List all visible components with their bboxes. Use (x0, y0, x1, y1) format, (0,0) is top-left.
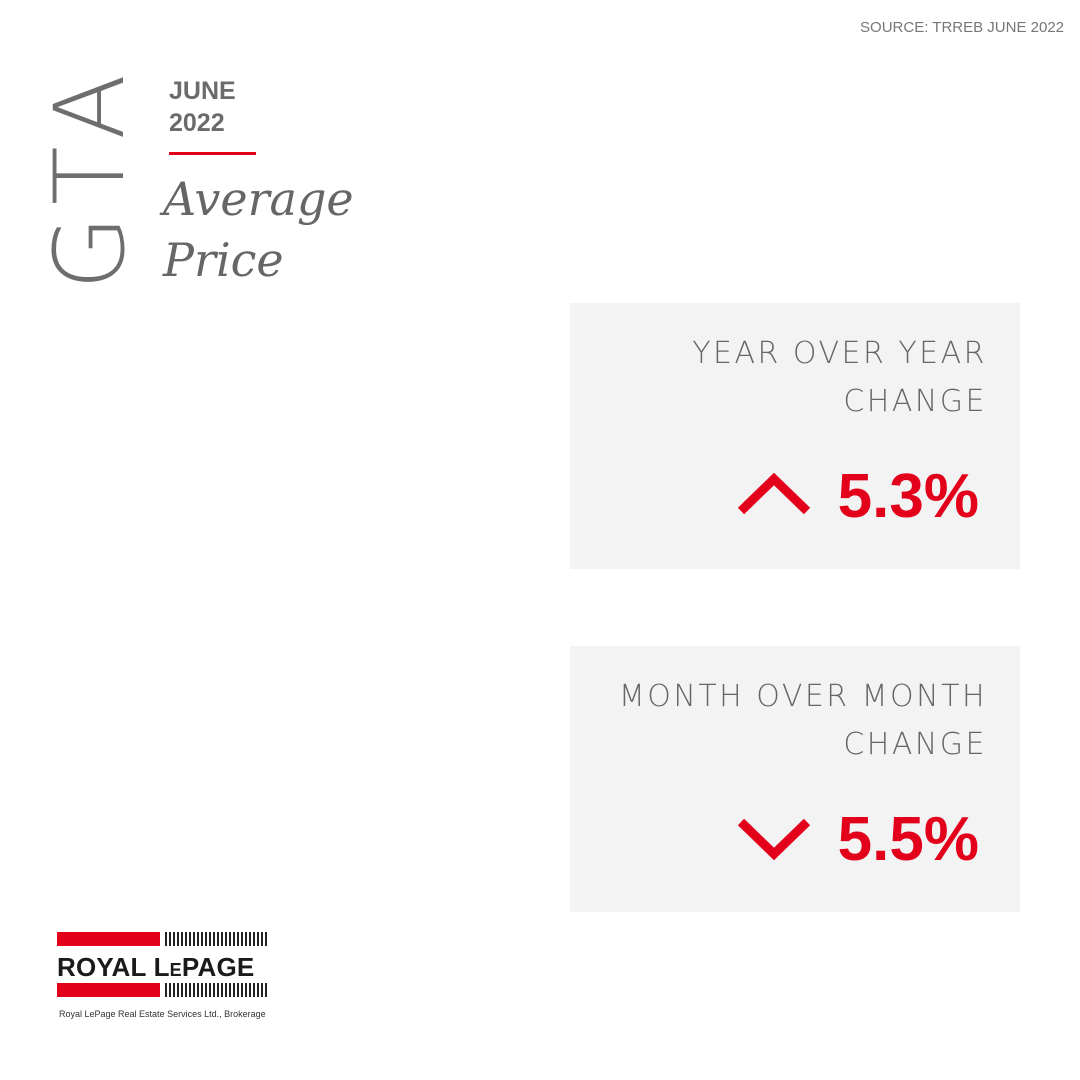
card-label: YEAR OVER YEAR (692, 336, 987, 371)
month: JUNE (169, 77, 236, 105)
card: YEAR OVER YEAR CHANGE 5.3% (570, 303, 1020, 569)
title: Price (163, 233, 284, 287)
arrow-down (737, 818, 811, 860)
card-value: 5.5% (837, 805, 979, 874)
card-label: CHANGE (843, 384, 987, 419)
source: SOURCE: TRREB JUNE 2022 (860, 19, 1064, 36)
logo-bars (165, 983, 268, 997)
logo-caption: Royal LePage Real Estate Services Ltd., … (59, 1009, 266, 1019)
logo-bar (57, 932, 160, 946)
year: 2022 (169, 109, 225, 137)
card-label: MONTH OVER MONTH (618, 679, 987, 714)
logo-bars (165, 932, 268, 946)
logo-name: ROYAL LePAGE (57, 952, 255, 982)
arrow-up (737, 473, 811, 515)
title: Average (163, 172, 354, 226)
rule (169, 152, 256, 155)
logo-bar (57, 983, 160, 997)
region: GTA (34, 60, 146, 290)
card: MONTH OVER MONTH CHANGE 5.5% (570, 646, 1020, 912)
card-label: CHANGE (843, 727, 987, 762)
card-value: 5.3% (837, 462, 979, 531)
